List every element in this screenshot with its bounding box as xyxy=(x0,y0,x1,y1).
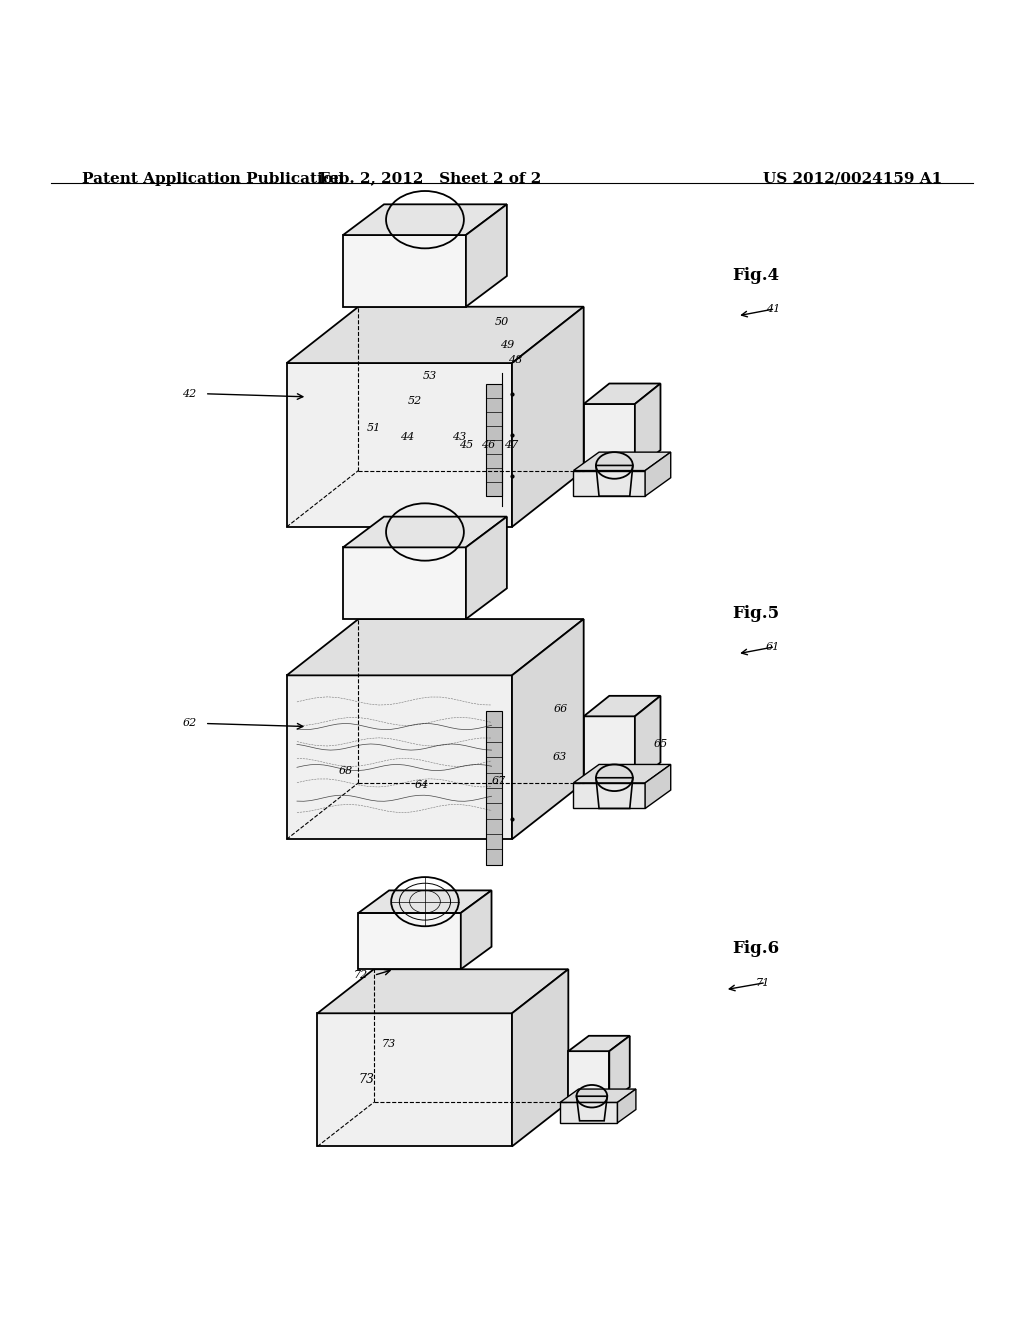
Text: 52: 52 xyxy=(408,396,422,407)
Polygon shape xyxy=(512,306,584,527)
Polygon shape xyxy=(635,696,660,783)
Text: 41: 41 xyxy=(766,304,780,314)
Polygon shape xyxy=(584,384,660,404)
Text: 63: 63 xyxy=(553,752,567,762)
Polygon shape xyxy=(317,1014,512,1146)
Polygon shape xyxy=(358,891,492,913)
Text: 73: 73 xyxy=(358,1073,375,1086)
Polygon shape xyxy=(573,470,645,496)
Polygon shape xyxy=(287,676,512,840)
Text: Fig.6: Fig.6 xyxy=(732,940,779,957)
Text: 43: 43 xyxy=(452,432,466,442)
Polygon shape xyxy=(512,619,584,840)
Polygon shape xyxy=(584,404,635,470)
Text: 68: 68 xyxy=(339,766,353,776)
Text: 71: 71 xyxy=(756,978,770,987)
Polygon shape xyxy=(645,453,671,496)
Text: 49: 49 xyxy=(500,339,514,350)
Text: 53: 53 xyxy=(423,371,437,381)
Text: 72: 72 xyxy=(353,970,368,981)
Polygon shape xyxy=(645,764,671,808)
Polygon shape xyxy=(560,1102,617,1123)
Text: US 2012/0024159 A1: US 2012/0024159 A1 xyxy=(763,172,942,186)
Text: 64: 64 xyxy=(415,780,429,789)
Polygon shape xyxy=(343,548,466,619)
Text: 62: 62 xyxy=(182,718,197,729)
Text: 61: 61 xyxy=(766,642,780,652)
Text: 42: 42 xyxy=(182,389,197,399)
Text: 48: 48 xyxy=(508,355,522,364)
Polygon shape xyxy=(512,969,568,1146)
Text: 50: 50 xyxy=(495,317,509,327)
Text: 65: 65 xyxy=(653,739,668,748)
Text: 66: 66 xyxy=(554,704,568,714)
Bar xyxy=(486,384,502,496)
Polygon shape xyxy=(573,453,671,470)
Polygon shape xyxy=(287,363,512,527)
Polygon shape xyxy=(343,516,507,548)
Polygon shape xyxy=(635,384,660,470)
Polygon shape xyxy=(617,1089,636,1123)
Bar xyxy=(486,711,502,865)
Text: Fig.4: Fig.4 xyxy=(732,268,779,285)
Polygon shape xyxy=(287,619,584,676)
Polygon shape xyxy=(466,516,507,619)
Polygon shape xyxy=(568,1051,609,1102)
Text: 73: 73 xyxy=(382,1039,396,1049)
Text: 51: 51 xyxy=(367,422,381,433)
Polygon shape xyxy=(609,1036,630,1102)
Text: 46: 46 xyxy=(481,440,496,450)
Polygon shape xyxy=(461,891,492,969)
Polygon shape xyxy=(466,205,507,306)
Polygon shape xyxy=(584,696,660,717)
Polygon shape xyxy=(573,783,645,808)
Text: 44: 44 xyxy=(400,432,415,442)
Text: 67: 67 xyxy=(492,776,506,785)
Polygon shape xyxy=(584,717,635,783)
Polygon shape xyxy=(343,235,466,306)
Polygon shape xyxy=(568,1036,630,1051)
Polygon shape xyxy=(358,913,461,969)
Text: 47: 47 xyxy=(504,440,518,450)
Polygon shape xyxy=(560,1089,636,1102)
Text: Feb. 2, 2012   Sheet 2 of 2: Feb. 2, 2012 Sheet 2 of 2 xyxy=(318,172,542,186)
Text: Patent Application Publication: Patent Application Publication xyxy=(82,172,344,186)
Text: 45: 45 xyxy=(459,440,473,450)
Text: Fig.5: Fig.5 xyxy=(732,606,779,623)
Polygon shape xyxy=(343,205,507,235)
Polygon shape xyxy=(287,306,584,363)
Polygon shape xyxy=(317,969,568,1014)
Polygon shape xyxy=(573,764,671,783)
